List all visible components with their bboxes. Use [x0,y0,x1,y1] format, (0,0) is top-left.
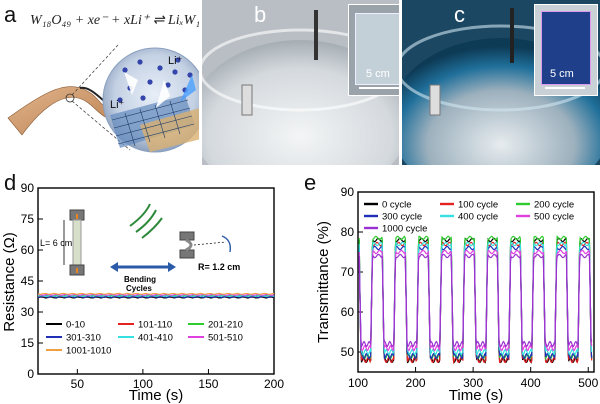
beaker-rim-blue [402,24,600,112]
y-tick-label-d: 0 [27,367,34,381]
legend-label-e: 200 cycle [534,200,574,211]
y-tick-label-d: 30 [21,305,35,319]
panel-d-label: d [4,170,17,195]
y-tick-label-d: 45 [21,274,35,288]
legend-label-e: 300 cycle [382,212,422,223]
scale-bar-c [545,87,585,89]
ion-arrow-3 [156,80,170,108]
y-tick-label-e: 60 [341,305,355,319]
panel-a-label: a [4,2,17,27]
reaction-equation: W₁₈O₄₉ + xe⁻ + xLi⁺ ⇌ LiₓW₁₈O₄₉ [30,13,199,28]
x-tick-label-d: 200 [264,377,284,391]
legend-label-d: 0-10 [66,320,85,331]
legend-label-e: 400 cycle [458,212,498,223]
zoom-line-lower [71,100,131,151]
panel-b-label: b [254,2,267,27]
transmittance-chart-svg: 100 200 300 400 500 50 60 70 80 90 0 cycle 100 cyc… [315,185,599,404]
x-tick-label-e: 200 [406,376,426,390]
film-strip [72,219,82,266]
series-line-1000-cycle [358,253,593,349]
legend-label-d: 201-210 [208,320,243,331]
ion-arrow-1 [124,72,138,95]
legend-e: 0 cycle 100 cycle 200 cycle 300 cycle 400 cy… [364,200,574,235]
device-illustration: Li⁺ Li⁺ [7,44,199,153]
flexible-film-shape [7,86,117,136]
electrode-clip-c [429,84,441,116]
legend-d: 0-10 101-110 201-210 301-310 401-410 501-510 1… [46,320,243,357]
legend-label-e: 1000 cycle [382,224,427,235]
inset-bending-label: Bending [124,275,156,284]
series-line-301-310 [37,295,275,298]
x-tick-label-d: 150 [198,377,218,391]
y-tick-label-d: 90 [21,181,35,195]
legend-label-d: 101-110 [138,320,172,331]
panel-b-photo-bleached: b 5 cm [202,0,399,165]
legend-label-e: 0 cycle [382,200,412,211]
panel-e-label: e [304,170,317,195]
x-tick-label-d: 100 [133,377,153,391]
scale-label-c: 5 cm [550,68,574,80]
x-axis-label-e: Time (s) [449,387,503,404]
electrode-wire-c [510,8,514,63]
ion-arrow-2 [180,75,196,102]
electrode-wire [314,10,318,60]
plot-frame-e [357,191,595,373]
lithium-ion-dots [117,57,193,103]
legend-label-d: 1001-1010 [66,346,111,357]
panel-a-schematic: a W₁₈O₄₉ + xe⁻ + xLi⁺ ⇌ LiₓW₁₈O₄₉ [0,0,199,165]
y-axis-label-d: Resistance (Ω) [1,232,18,332]
electrode-clip [241,84,253,116]
legend-label-d: 501-510 [208,333,243,344]
y-tick-label-e: 50 [341,345,355,359]
legend-label-d: 401-410 [138,333,173,344]
x-tick-label-d: 50 [71,377,85,391]
legend-label-e: 100 cycle [458,200,498,211]
panel-c-photo-colored: c 5 cm [402,0,600,165]
y-axis-label-e: Transmittance (%) [315,221,332,343]
x-axis-label-d: Time (s) [129,387,183,404]
panel-e-transmittance-chart: e 100 200 300 400 500 50 60 70 80 90 0 cycle 100 c… [298,170,600,404]
zoom-line-upper [71,44,119,96]
scale-bar [359,87,399,89]
series-line-501-510 [37,293,275,296]
inset-photo-clear [348,4,399,96]
inset-cycles-label: Cycles [126,284,152,293]
ion-label-2: Li⁺ [110,99,125,111]
zoom-origin-marker [65,93,75,103]
y-tick-label-d: 75 [21,212,35,226]
nanowire-grid [110,95,199,152]
bending-inset: L= 6 cm Bending Cycles R= 1.2 cm [40,203,240,293]
y-tick-label-e: 90 [341,185,355,199]
series-line-1001-1010 [37,292,275,295]
x-tick-label-e: 100 [348,376,368,390]
ion-label-1: Li⁺ [168,55,183,67]
x-tick-label-e: 400 [521,376,541,390]
y-tick-label-d: 15 [21,336,35,350]
beaker-rim [202,28,399,112]
y-tick-label-e: 70 [341,265,355,279]
x-tick-label-e: 300 [463,376,483,390]
y-tick-label-e: 80 [341,225,355,239]
resistance-chart-svg: 50 100 150 200 0 15 30 45 60 75 90 L= 6 cm Bending… [1,181,284,404]
panel-c-label: c [454,2,465,27]
inset-photo-blue [534,4,598,96]
panel-d-resistance-chart: d 50 100 150 200 0 15 30 45 60 75 90 L= 6 cm Bendi… [0,170,290,404]
y-tick-label-d: 60 [21,243,35,257]
inset-radius-label: R= 1.2 cm [198,262,240,272]
x-tick-label-e: 500 [578,376,598,390]
legend-label-d: 301-310 [66,333,101,344]
legend-label-e: 500 cycle [534,212,574,223]
inset-length-label: L= 6 cm [40,238,72,248]
scale-label-b: 5 cm [366,68,390,80]
